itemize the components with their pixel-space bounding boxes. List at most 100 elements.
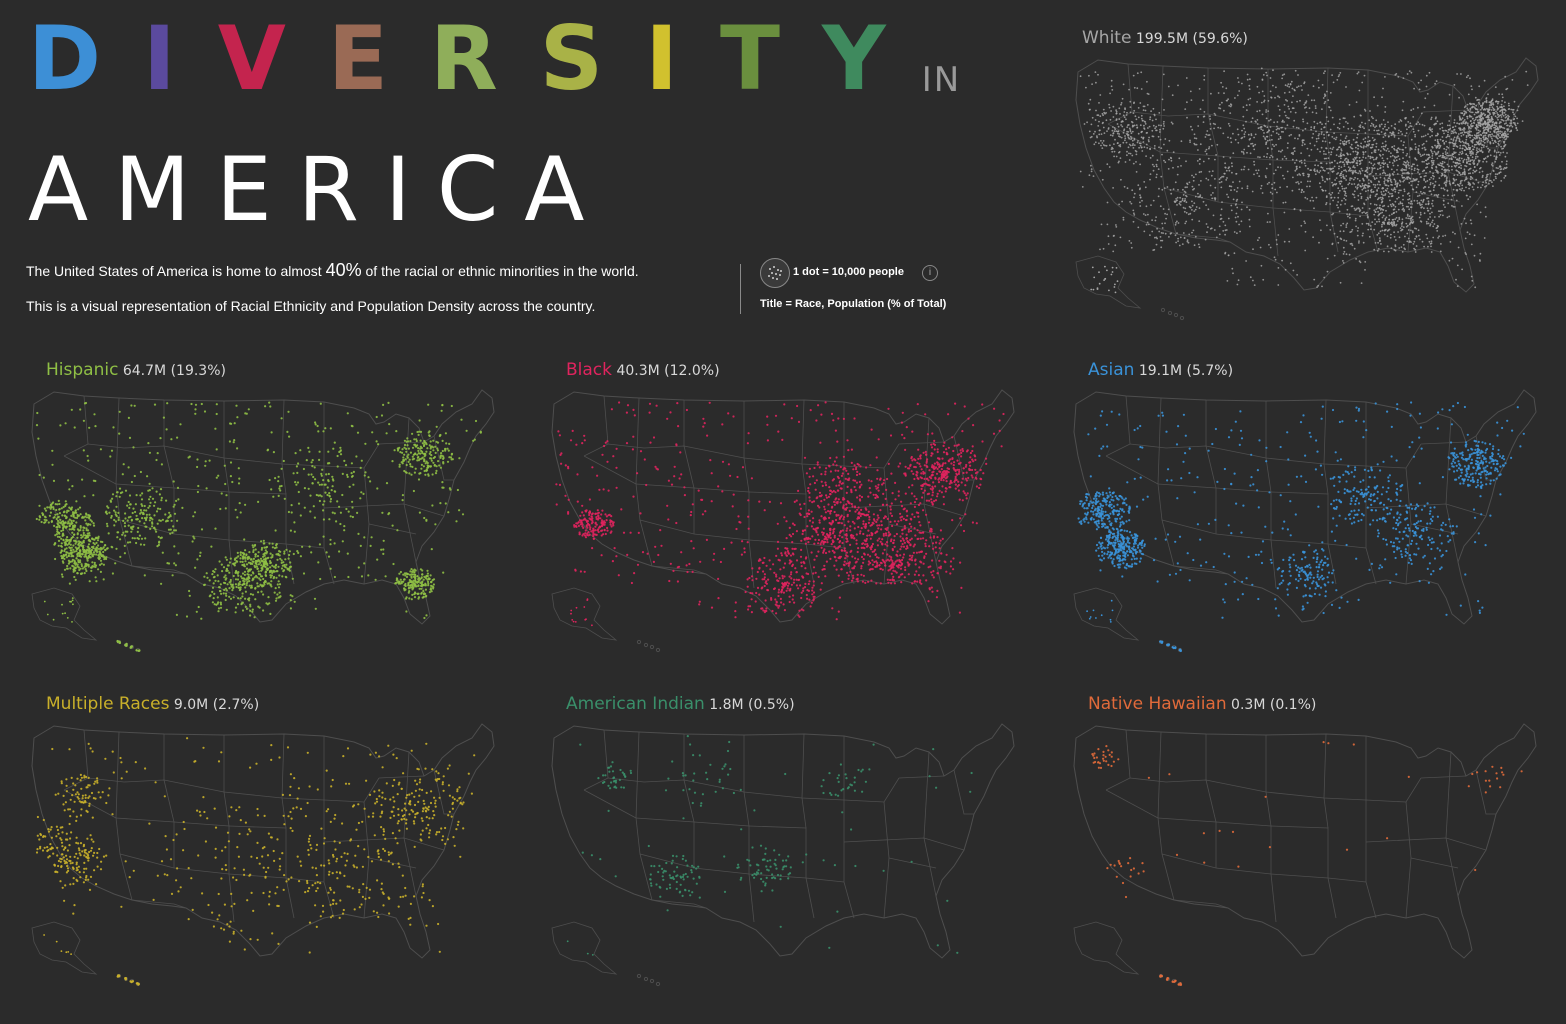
population-dot xyxy=(1287,117,1290,120)
population-dot xyxy=(1425,220,1428,223)
population-dot xyxy=(1315,137,1318,140)
population-dot xyxy=(224,482,227,486)
population-dot xyxy=(1446,135,1449,138)
us-dot-density-map-white[interactable] xyxy=(1068,52,1548,322)
population-dot xyxy=(1502,114,1505,117)
population-dot xyxy=(1362,153,1365,156)
population-dot xyxy=(1377,187,1380,190)
population-dot xyxy=(292,552,295,556)
population-dot xyxy=(1106,163,1109,166)
population-dot xyxy=(134,510,137,514)
population-dot xyxy=(161,551,164,554)
population-dot xyxy=(1279,186,1281,189)
population-dot xyxy=(1357,207,1360,209)
us-dot-density-map-hispanic[interactable] xyxy=(24,384,504,654)
population-dot xyxy=(1382,214,1385,217)
population-dot xyxy=(215,476,218,479)
population-dot xyxy=(1406,240,1409,243)
population-dot xyxy=(1441,173,1444,175)
population-dot xyxy=(1232,181,1234,184)
population-dot xyxy=(1474,96,1477,99)
population-dot xyxy=(1127,146,1130,149)
population-dot xyxy=(1108,166,1111,168)
population-dot xyxy=(1184,222,1187,225)
population-dot xyxy=(38,504,41,507)
population-dot xyxy=(1154,127,1156,130)
population-dot xyxy=(1394,128,1397,130)
population-dot xyxy=(1410,71,1413,74)
population-dot xyxy=(1272,69,1274,72)
population-dot xyxy=(99,546,102,550)
population-dot xyxy=(1180,165,1182,167)
population-dot xyxy=(1186,239,1189,242)
population-dot xyxy=(1448,120,1451,122)
population-dot xyxy=(1243,165,1246,168)
population-dot xyxy=(1120,121,1123,123)
population-dot xyxy=(98,563,102,566)
population-dot xyxy=(1396,182,1399,185)
population-dot xyxy=(1516,117,1518,120)
population-dot xyxy=(1369,202,1372,205)
population-dot xyxy=(1336,236,1339,238)
population-dot xyxy=(1381,187,1384,189)
population-dot xyxy=(214,427,217,430)
population-dot xyxy=(1339,203,1342,206)
population-dot xyxy=(1149,148,1151,151)
population-dot xyxy=(1128,159,1131,161)
population-dot xyxy=(1366,175,1368,178)
population-dot xyxy=(432,583,435,586)
population-dot xyxy=(1387,180,1389,183)
population-dot xyxy=(60,573,64,576)
population-dot xyxy=(1500,180,1503,182)
population-dot xyxy=(269,574,272,577)
info-icon[interactable]: i xyxy=(922,265,938,281)
population-dot xyxy=(1442,203,1445,206)
state-border xyxy=(1217,155,1274,208)
population-dot xyxy=(203,583,206,587)
population-dot xyxy=(58,531,61,534)
population-dot xyxy=(1260,67,1263,70)
population-dot xyxy=(1487,93,1489,96)
population-dot xyxy=(1503,127,1506,130)
population-dot xyxy=(1498,93,1500,95)
population-dot xyxy=(1381,229,1384,232)
population-dot xyxy=(1281,74,1284,76)
population-dot xyxy=(1357,147,1359,150)
population-dot xyxy=(1437,141,1439,144)
population-dot xyxy=(1390,152,1392,154)
population-dot xyxy=(1112,187,1114,189)
population-dot xyxy=(1451,130,1453,132)
population-dot xyxy=(1284,114,1287,117)
population-dot xyxy=(1492,142,1495,145)
population-dot xyxy=(1398,158,1401,160)
population-dot xyxy=(1434,184,1436,187)
population-dot xyxy=(79,559,82,562)
population-dot xyxy=(1446,180,1448,183)
population-dot xyxy=(56,530,59,533)
population-dot xyxy=(1404,248,1406,251)
population-dot xyxy=(1338,155,1340,158)
population-dot xyxy=(1354,217,1357,220)
population-dot xyxy=(427,403,430,406)
population-dot xyxy=(1252,248,1254,251)
population-dot xyxy=(119,491,122,495)
population-dot xyxy=(1375,125,1378,127)
population-dot xyxy=(1300,85,1302,87)
population-dot xyxy=(1115,224,1117,226)
population-dot xyxy=(1376,207,1379,209)
population-dot xyxy=(1486,178,1489,181)
population-dot xyxy=(1284,84,1287,87)
population-dot xyxy=(1098,133,1101,136)
population-dot xyxy=(1423,179,1426,181)
population-dot xyxy=(1235,220,1238,223)
population-dot xyxy=(1348,213,1351,216)
population-dot xyxy=(1514,124,1517,127)
population-dot xyxy=(1476,119,1479,122)
population-dot xyxy=(1328,134,1330,136)
population-dot xyxy=(437,460,440,463)
population-dot xyxy=(1416,195,1419,198)
population-dot xyxy=(1339,72,1342,74)
population-dot xyxy=(131,511,134,515)
population-dot xyxy=(1126,150,1128,153)
population-dot xyxy=(1389,131,1392,134)
